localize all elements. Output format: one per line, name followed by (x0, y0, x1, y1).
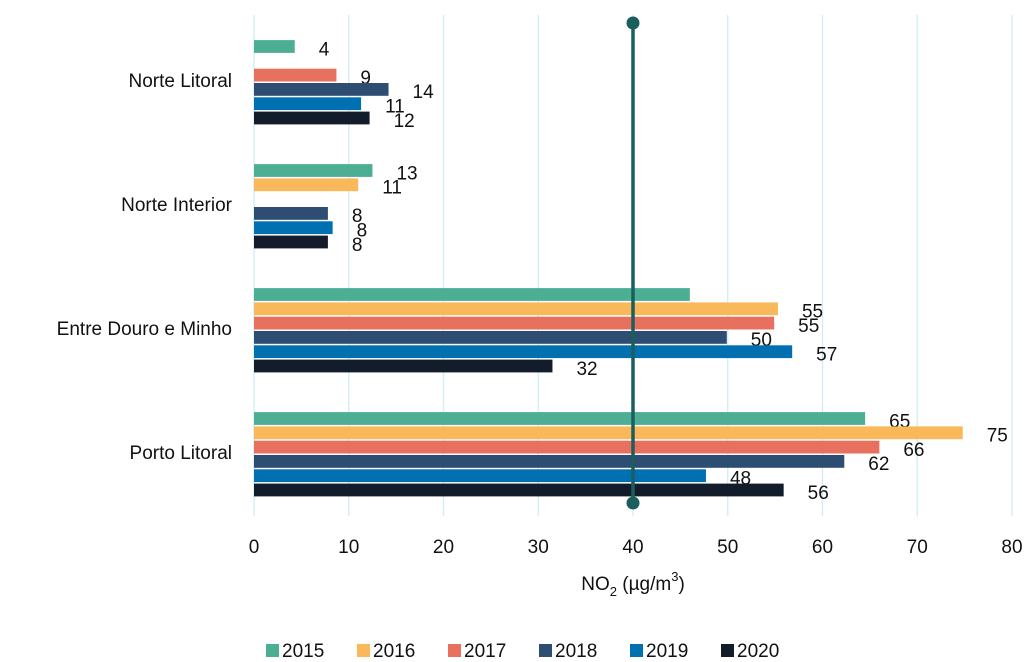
bar (254, 97, 362, 111)
data-label: 55 (798, 316, 819, 337)
bar (254, 345, 793, 359)
bar (254, 302, 778, 316)
x-tick-label: 60 (812, 537, 833, 558)
reference-marker (626, 16, 640, 30)
data-label: 11 (382, 178, 402, 199)
x-axis-label-part: ) (678, 574, 684, 595)
data-label: 32 (576, 359, 597, 380)
legend-swatch (630, 644, 643, 657)
x-tick-label: 10 (338, 537, 359, 558)
y-tick-label: Norte Interior (121, 195, 233, 216)
bar (254, 469, 706, 483)
bar (254, 455, 845, 468)
reference-marker (626, 496, 640, 510)
x-axis-label-part: 2 (610, 584, 617, 599)
x-tick-label: 80 (1001, 537, 1022, 558)
bar (254, 111, 370, 125)
x-axis-label-part: (µg/m (617, 574, 671, 595)
bar (254, 83, 389, 96)
bar (254, 68, 337, 82)
legend-swatch (539, 644, 552, 657)
x-axis-label: NO2 (µg/m3) (581, 569, 685, 599)
legend-swatch (448, 644, 461, 657)
data-label: 8 (352, 235, 363, 256)
bar (254, 235, 328, 249)
legend-swatch (721, 644, 734, 657)
y-tick-label: Entre Douro e Minho (57, 319, 232, 340)
legend-label: 2016 (373, 641, 415, 662)
data-label: 8 (357, 220, 368, 241)
data-label: 13 (396, 163, 417, 184)
data-label: 66 (903, 440, 924, 461)
legend-label: 2018 (555, 641, 597, 662)
bar (254, 359, 553, 373)
data-label: 62 (868, 454, 889, 475)
legend-swatch (357, 644, 370, 657)
x-tick-label: 30 (528, 537, 549, 558)
x-tick-label: 40 (622, 537, 643, 558)
bar (254, 207, 328, 220)
bar (254, 426, 963, 440)
legend-label: 2017 (464, 641, 506, 662)
data-label: 12 (394, 111, 415, 132)
data-label: 11 (385, 96, 405, 117)
data-label: 75 (987, 426, 1008, 447)
bar (254, 483, 784, 497)
x-tick-label: 50 (717, 537, 738, 558)
bar (254, 221, 333, 235)
data-label: 9 (360, 68, 371, 89)
data-label: 57 (816, 344, 837, 365)
bar (254, 178, 359, 192)
legend-label: 2020 (737, 641, 779, 662)
y-tick-label: Porto Litoral (130, 443, 232, 464)
data-label: 8 (352, 206, 363, 227)
bar (254, 164, 373, 177)
x-tick-label: 0 (249, 537, 260, 558)
bar (254, 316, 775, 330)
data-label: 56 (808, 483, 829, 504)
legend-label: 2019 (646, 641, 688, 662)
x-tick-label: 20 (433, 537, 454, 558)
y-tick-label: Norte Litoral (129, 71, 233, 92)
bar (254, 288, 690, 301)
data-label: 14 (413, 82, 435, 103)
bar (254, 40, 295, 53)
bar (254, 440, 880, 454)
x-axis-label-part: NO (581, 574, 610, 595)
bar (254, 412, 866, 425)
bar (254, 331, 727, 344)
legend-swatch (266, 644, 279, 657)
x-axis-label-part: 3 (671, 569, 678, 584)
data-label: 55 (802, 302, 823, 323)
legend-label: 2015 (282, 641, 324, 662)
data-label: 4 (319, 39, 330, 60)
x-tick-label: 70 (907, 537, 928, 558)
